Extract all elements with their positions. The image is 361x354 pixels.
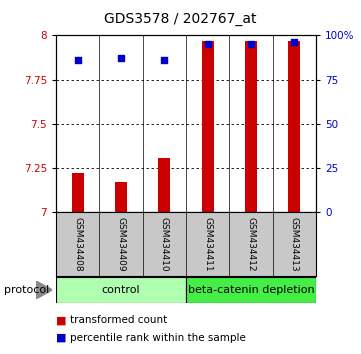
- Text: transformed count: transformed count: [70, 315, 168, 325]
- Bar: [71, 173, 84, 212]
- Text: control: control: [102, 285, 140, 295]
- Bar: [115, 182, 127, 212]
- Text: GSM434409: GSM434409: [117, 217, 125, 272]
- Point: [248, 41, 254, 47]
- Text: GSM434413: GSM434413: [290, 217, 299, 272]
- Text: GSM434411: GSM434411: [203, 217, 212, 272]
- Text: percentile rank within the sample: percentile rank within the sample: [70, 333, 246, 343]
- Bar: [186, 277, 316, 303]
- Text: GSM434412: GSM434412: [247, 217, 255, 272]
- Text: GSM434410: GSM434410: [160, 217, 169, 272]
- Bar: [158, 158, 170, 212]
- Point: [118, 56, 124, 61]
- Point: [291, 40, 297, 45]
- Point: [75, 57, 81, 63]
- Bar: [201, 41, 214, 212]
- Text: beta-catenin depletion: beta-catenin depletion: [188, 285, 314, 295]
- Text: ■: ■: [56, 315, 66, 325]
- Bar: [288, 41, 300, 212]
- Text: ■: ■: [56, 333, 66, 343]
- Text: protocol: protocol: [4, 285, 49, 295]
- Text: GSM434408: GSM434408: [73, 217, 82, 272]
- Point: [205, 41, 210, 47]
- Point: [161, 57, 167, 63]
- Bar: [245, 41, 257, 212]
- Polygon shape: [36, 281, 52, 299]
- Text: GDS3578 / 202767_at: GDS3578 / 202767_at: [104, 12, 257, 27]
- Bar: [56, 277, 186, 303]
